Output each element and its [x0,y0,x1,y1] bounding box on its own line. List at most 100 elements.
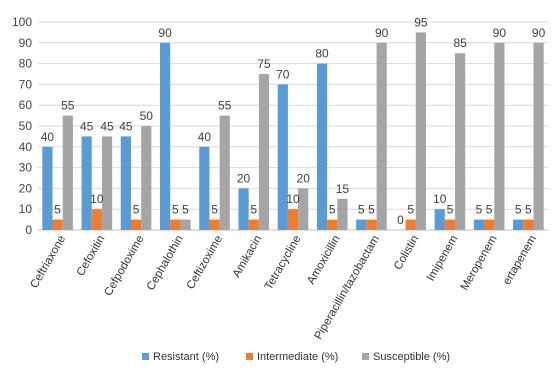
bar-6-2 [298,188,309,230]
data-label: 45 [100,119,114,133]
bar-3-2 [180,219,191,230]
data-label: 5 [329,203,336,217]
data-label: 70 [276,67,290,81]
data-label: 5 [447,203,454,217]
bar-9-2 [415,32,426,231]
bar-7-1 [327,219,338,230]
y-tick-label: 70 [19,77,33,91]
data-label: 5 [515,203,522,217]
bar-4-0 [199,146,210,230]
data-label: 5 [407,203,414,217]
data-label: 55 [218,99,232,113]
bar-6-0 [277,84,288,231]
bar-1-2 [101,136,113,230]
data-label: 40 [198,130,212,144]
bar-11-1 [484,219,495,230]
bar-11-2 [494,42,505,230]
bar-6-1 [287,209,299,230]
data-label: 5 [133,203,140,217]
y-tick-label: 100 [12,15,32,29]
bar-2-0 [120,136,131,230]
bar-10-0 [434,209,445,230]
y-tick-label: 20 [19,181,33,195]
bar-11-0 [473,219,485,230]
bar-2-1 [130,219,142,230]
bar-4-2 [219,115,230,230]
bar-1-1 [91,209,102,230]
data-label: 5 [358,203,365,217]
bar-8-2 [376,42,387,230]
data-label: 15 [336,182,350,196]
bar-12-0 [513,219,524,230]
bar-5-2 [258,74,270,230]
data-label: 45 [80,119,94,133]
bar-10-2 [455,53,466,231]
bar-12-1 [523,219,534,230]
legend-swatch-0 [142,353,149,360]
bar-5-0 [238,188,249,230]
legend-label-2: Susceptible (%) [373,351,450,363]
data-label: 40 [41,130,55,144]
data-label: 10 [286,192,300,206]
data-label: 90 [532,26,546,40]
x-tick-label: Imipenem [425,234,461,284]
x-tick-label: Tetracycline [263,234,304,293]
bar-8-0 [356,219,367,230]
data-label: 5 [525,203,532,217]
bar-3-0 [160,42,171,230]
x-tick-label: Amoxicillin [305,234,343,287]
data-label: 5 [172,203,179,217]
y-tick-label: 10 [19,202,33,216]
data-label: 90 [158,26,172,40]
bar-4-1 [209,219,220,230]
bar-0-2 [62,115,73,230]
x-tick-label: Colistin [392,234,421,273]
legend-label-0: Resistant (%) [153,351,219,363]
bar-3-1 [170,219,181,230]
data-label: 5 [54,203,61,217]
data-label: 45 [119,119,133,133]
x-axis: Ceftriaxone CefoxitinCefpodoximeCephaloth… [28,233,539,341]
data-label: 5 [486,203,493,217]
data-label: 5 [368,203,375,217]
legend-swatch-1 [246,353,253,360]
x-tick-label: Ceftriaxone [28,234,68,291]
y-tick-label: 0 [25,223,32,237]
data-label: 80 [315,47,329,61]
data-label: 90 [493,26,507,40]
bar-7-0 [316,63,328,230]
data-label: 75 [257,57,271,71]
bar-2-2 [141,126,152,230]
legend-label-1: Intermediate (%) [257,351,338,363]
y-tick-label: 50 [19,119,33,133]
y-tick-label: 80 [19,57,33,71]
x-tick-label: ertapenem [501,234,539,288]
data-label: 95 [414,15,428,29]
y-tick-label: 40 [19,140,33,154]
data-label: 20 [237,171,251,185]
x-tick-label: Amikacin [231,234,265,280]
y-tick-label: 90 [19,36,33,50]
bar-10-1 [444,219,456,230]
data-label: 10 [433,192,447,206]
bar-5-1 [248,219,259,230]
bar-12-2 [533,42,544,230]
y-tick-label: 30 [19,161,33,175]
data-label: 85 [453,36,467,50]
data-label: 5 [476,203,483,217]
data-label: 5 [182,203,189,217]
data-label: 10 [90,192,104,206]
bar-0-1 [52,219,63,230]
legend-swatch-2 [362,353,369,360]
data-label: 55 [61,99,75,113]
legend: Resistant (%) Intermediate (%) Susceptible… [142,351,450,363]
x-tick-label: Cefpodoxime [102,234,146,299]
x-tick-label: Ceftizoxime [185,233,225,291]
x-tick-label: Cefoxitin [75,234,108,279]
data-label: 90 [375,26,389,40]
bar-0-0 [42,146,53,230]
data-label: 5 [250,203,257,217]
